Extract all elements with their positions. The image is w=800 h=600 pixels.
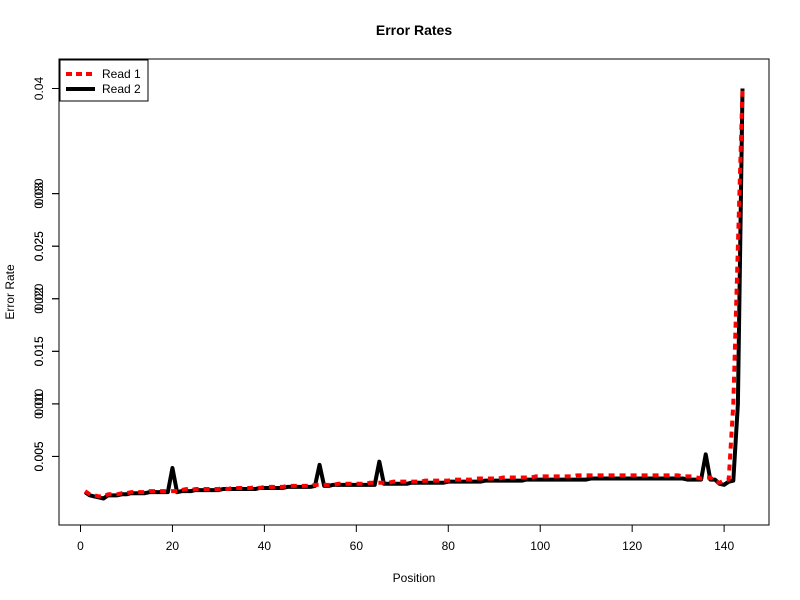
y-left-tick-label: 0.025	[32, 231, 46, 261]
y-left-tick-label: 0.005	[32, 441, 46, 471]
y-axis-label: Error Rate	[3, 264, 17, 320]
x-tick-label: 20	[166, 539, 180, 553]
y-right-tick-label: 0.025	[32, 231, 46, 261]
y-right-tick-label: 0.015	[32, 336, 46, 366]
y-left-tick-label: 0.020	[32, 283, 46, 313]
y-right-tick-label: 0.005	[32, 441, 46, 471]
y-right-tick-label: 0.04	[32, 77, 46, 101]
y-right-tick-label: 0.02	[32, 287, 46, 311]
legend-read-2-label: Read 2	[102, 82, 141, 96]
y-left-tick-label: 0.030	[32, 178, 46, 208]
x-tick-label: 140	[714, 539, 734, 553]
x-tick-label: 80	[442, 539, 456, 553]
x-axis: 0 20 40 60 80 100 120 140	[77, 524, 734, 553]
y-right-tick-label: 0.03	[32, 182, 46, 206]
y-left-tick-label: 0.015	[32, 336, 46, 366]
y-axis: 0.0050.0100.0150.0200.0250.0300.0050.010…	[32, 77, 60, 471]
legend-box	[59, 59, 149, 102]
series-layer	[83, 88, 745, 501]
y-right-tick-label: 0.01	[32, 392, 46, 416]
x-tick-label: 0	[77, 539, 84, 553]
x-tick-label: 100	[530, 539, 550, 553]
chart-title: Error Rates	[376, 22, 452, 38]
series-line-read-1	[83, 88, 745, 499]
x-axis-label: Position	[393, 571, 436, 585]
x-tick-label: 60	[350, 539, 364, 553]
legend: Read 1 Read 2	[59, 59, 149, 102]
x-tick-label: 120	[622, 539, 642, 553]
y-left-tick-label: 0.010	[32, 389, 46, 419]
legend-read-1-label: Read 1	[102, 67, 141, 81]
x-tick-label: 40	[258, 539, 272, 553]
